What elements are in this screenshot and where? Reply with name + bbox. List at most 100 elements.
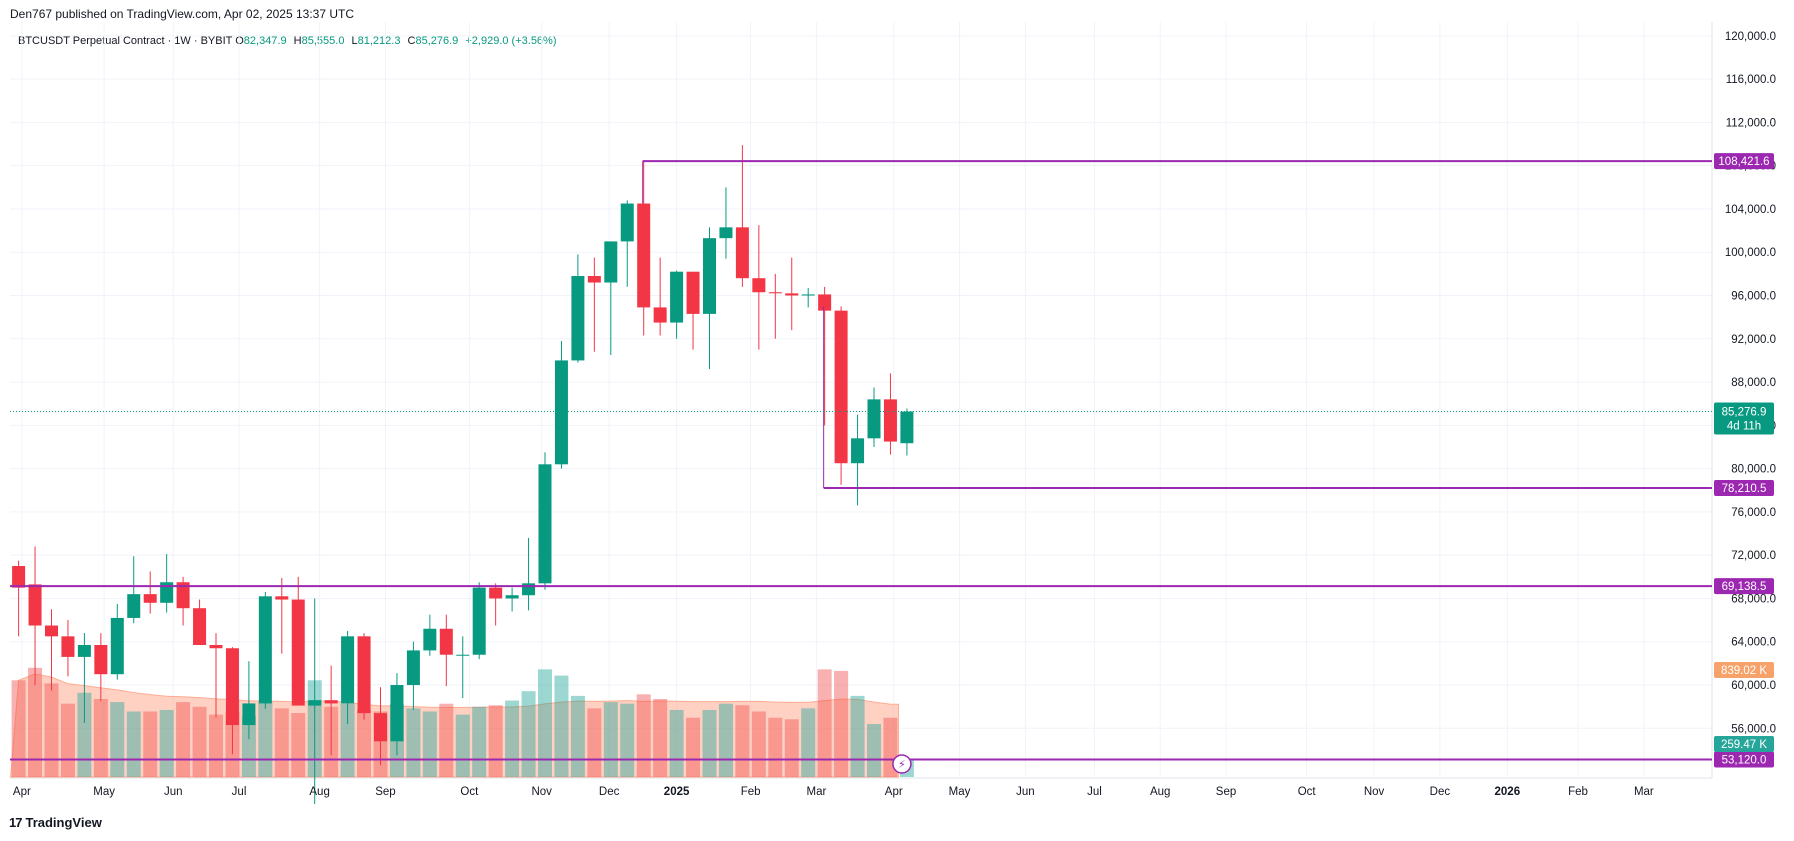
candle-body (489, 587, 503, 599)
low-label: L (351, 35, 358, 47)
volume-bar (867, 723, 881, 777)
volume-bar (850, 695, 865, 777)
time-tick-label: Feb (741, 786, 761, 798)
candlestick-series (12, 145, 914, 805)
volume-bar (653, 699, 668, 777)
volume-bar (455, 714, 470, 777)
candle-body (735, 227, 749, 279)
candle-body (439, 628, 453, 655)
last-price-badge: 85,276.9 (1722, 407, 1767, 419)
volume-bar (258, 702, 273, 777)
candle-body (818, 294, 832, 311)
volume-bar (159, 709, 174, 777)
time-tick-label: Feb (1568, 786, 1588, 798)
candle-body (406, 650, 420, 686)
volume-bar (44, 683, 59, 777)
level-badge: 108,421.6 (1718, 156, 1769, 168)
candle-body (308, 700, 322, 706)
candle-body (423, 628, 437, 651)
candle-body (77, 644, 91, 657)
high-value: 85,555.0 (301, 35, 345, 47)
time-tick-label: Aug (1150, 786, 1170, 798)
candle-body (620, 203, 634, 242)
volume-bar (669, 709, 684, 777)
time-tick-label: May (949, 786, 971, 798)
level-badge-bg (1714, 479, 1774, 496)
level-badge: 69,138.5 (1722, 581, 1767, 593)
price-axis[interactable]: 56,000.0 60,000.0 64,000.0 68,000.0 72,000.0… (1725, 31, 1776, 735)
time-axis[interactable]: Apr May Jun Jul Aug Sep Oct Nov Dec 2025 Feb Mar Apr… (13, 786, 1654, 798)
time-tick-label: Nov (1364, 786, 1385, 798)
time-tick-label: 2025 (664, 786, 690, 798)
symbol-title[interactable]: BTCUSDT Perpetual Contract · 1W · BYBIT (18, 35, 233, 47)
candle-body (801, 294, 815, 296)
volume-bar (587, 708, 602, 777)
volume-bar (834, 670, 849, 777)
price-tick-label: 68,000.0 (1731, 593, 1776, 605)
candle-body (45, 625, 58, 637)
price-tick-label: 76,000.0 (1731, 507, 1776, 519)
tradingview-brand: TradingView (25, 815, 102, 830)
volume-bar (603, 702, 618, 777)
close-label: C (407, 35, 416, 47)
low-value: 81,212.3 (357, 35, 401, 47)
tradingview-logo-icon: 17 (9, 815, 23, 830)
volume-bar (209, 714, 223, 777)
candle-body (883, 399, 897, 442)
candle-body (604, 241, 618, 283)
change-value: +2,929.0 (+3.56%) (465, 35, 557, 47)
candle-body (703, 238, 716, 314)
volume-bar (93, 699, 108, 777)
candle-body (225, 648, 239, 726)
volume-bar (488, 705, 503, 777)
volume-ma-badge: 839.02 K (1721, 665, 1767, 677)
volume-bar (422, 711, 437, 777)
time-tick-label: Sep (375, 786, 395, 798)
volume-bar (472, 706, 487, 777)
volume-bar (126, 711, 141, 777)
tradingview-logo[interactable]: 17 TradingView (9, 815, 102, 830)
time-tick-label: Nov (531, 786, 552, 798)
volume-bar (439, 703, 454, 777)
volume-bar (784, 719, 799, 777)
volume-ma-badge-bg (1714, 662, 1774, 678)
candle-body (522, 583, 536, 596)
candle-body (324, 700, 338, 704)
volume-bar (241, 716, 256, 777)
candle-body (785, 293, 799, 296)
last-price-badge-bg (1714, 402, 1774, 435)
time-tick-label: Jun (164, 786, 183, 798)
candle-body (275, 596, 289, 600)
volume-bar (77, 692, 92, 777)
countdown-badge: 4d 11h (1727, 421, 1761, 433)
price-tick-label: 60,000.0 (1731, 680, 1776, 692)
time-tick-label: Apr (13, 786, 31, 798)
candle-body (472, 587, 486, 655)
candle-body (127, 594, 141, 618)
volume-bar (686, 717, 701, 777)
candle-body (834, 310, 848, 464)
candle-body (12, 566, 26, 588)
candle-body (653, 307, 667, 323)
time-tick-label: Mar (1634, 786, 1654, 798)
price-tick-label: 56,000.0 (1731, 723, 1776, 735)
volume-bar (817, 669, 832, 777)
high-label: H (293, 35, 302, 47)
level-badge-bg (1714, 153, 1774, 170)
volume-bar (620, 703, 635, 777)
volume-bar (11, 680, 26, 777)
volume-bar (702, 709, 717, 777)
time-tick-label: May (93, 786, 115, 798)
candle-body (538, 464, 552, 584)
time-tick-label: Jul (1087, 786, 1102, 798)
time-tick-label: 2026 (1495, 786, 1521, 798)
time-tick-label: Oct (1298, 786, 1317, 798)
time-tick-label: Dec (599, 786, 620, 798)
publisher-line: Den767 published on TradingView.com, Apr… (10, 7, 355, 21)
price-axis-labels: 108,421.6 78,210.5 69,138.5 53,120.0 85,276.… (1714, 153, 1774, 768)
candle-body (242, 703, 256, 726)
candle-body (176, 582, 190, 609)
time-tick-label: Mar (807, 786, 827, 798)
volume-bar (735, 705, 750, 777)
